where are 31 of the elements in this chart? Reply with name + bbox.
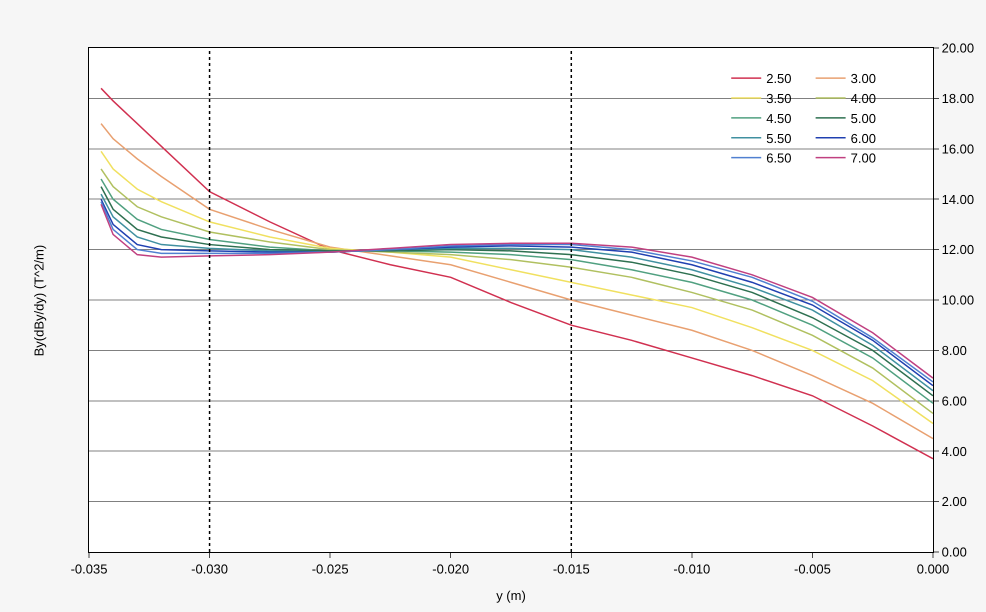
y-tick-label: 10.00 (942, 292, 974, 308)
y-tick-label: 18.00 (942, 90, 974, 106)
legend-label: 5.00 (850, 110, 876, 126)
y-tick-label: 2.00 (942, 494, 967, 510)
x-tick-label: -0.005 (794, 562, 831, 577)
legend-label: 4.00 (850, 91, 876, 106)
y-tick-label: 4.00 (942, 444, 967, 459)
legend-label: 2.50 (766, 71, 792, 86)
y-tick-label: 8.00 (942, 342, 967, 358)
x-tick-label: -0.035 (70, 562, 108, 577)
y-tick-label: 0.00 (942, 544, 967, 560)
x-tick-label: -0.030 (191, 562, 228, 577)
y-axis-title: By(dBy/dy) (T^2/m) (31, 244, 46, 356)
y-tick-label: 12.00 (942, 242, 974, 258)
x-tick-label: -0.015 (552, 562, 590, 577)
y-tick-label: 6.00 (942, 393, 967, 408)
legend-label: 6.50 (766, 150, 792, 166)
legend-label: 3.00 (850, 71, 876, 86)
legend-label: 4.50 (766, 110, 792, 126)
x-axis-title: y (m) (496, 588, 526, 604)
y-tick-label: 14.00 (942, 192, 974, 207)
x-tick-label: -0.020 (432, 562, 470, 577)
legend-label: 3.50 (766, 91, 792, 106)
legend-label: 7.00 (850, 150, 876, 166)
legend-label: 5.50 (766, 130, 792, 146)
y-tick-label: 20.00 (942, 40, 974, 56)
x-tick-label: 0.000 (916, 562, 950, 577)
legend-label: 6.00 (850, 130, 876, 146)
y-tick-label: 16.00 (942, 141, 974, 156)
x-tick-label: -0.010 (673, 562, 710, 577)
x-tick-label: -0.025 (312, 562, 349, 577)
